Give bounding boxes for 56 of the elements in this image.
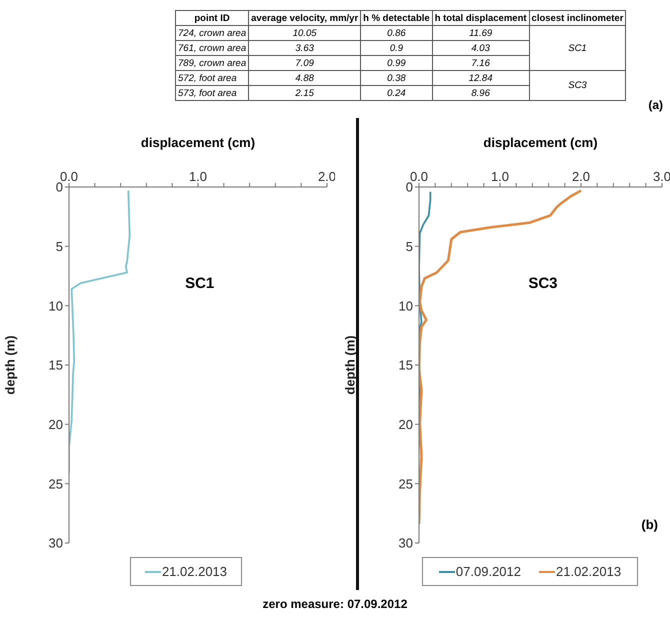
text: average velocity, mm/yr [248, 10, 361, 26]
text: h total displacement [432, 10, 530, 26]
text: 724, crown area [176, 26, 249, 40]
y-tick-label: 20 [398, 416, 413, 432]
text: 572, foot area [176, 70, 249, 86]
x-tick-label: 2.0 [572, 169, 590, 184]
text: 8.96 [432, 86, 530, 100]
text: 761, crown area [176, 40, 249, 56]
text: 0.99 [360, 56, 432, 70]
text: 7.16 [432, 56, 530, 70]
text: SC1 [529, 26, 626, 70]
x-tick-label: 1.0 [490, 169, 510, 184]
y-tick-label: 30 [48, 536, 63, 551]
y-tick-label: 15 [398, 358, 413, 373]
text: zero measure: 07.09.2012 [262, 597, 408, 611]
text: 12.84 [432, 70, 530, 86]
annotation: (b) [641, 517, 658, 532]
y-tick-label: 15 [48, 358, 63, 373]
text: 573, foot area [176, 86, 249, 100]
text: 10.05 [248, 26, 361, 40]
y-tick-label: 25 [398, 476, 413, 492]
x-axis-title: displacement (cm) [482, 135, 599, 150]
text: 789, crown area [176, 56, 249, 70]
y-tick-label: 5 [406, 238, 413, 254]
y-axis-title: depth (m) [2, 335, 18, 395]
y-tick-label: 10 [48, 298, 63, 314]
text: closest inclinometer [529, 10, 626, 26]
line-series [419, 189, 582, 526]
legend-label: 21.02.2013 [160, 564, 228, 579]
text: SC3 [529, 70, 626, 100]
text: point ID [176, 10, 249, 26]
text: 0.9 [360, 40, 432, 56]
text: 4.88 [248, 70, 361, 86]
text: h % detectable [360, 10, 432, 26]
y-tick-label: 5 [56, 238, 63, 254]
text: 0.38 [360, 70, 432, 86]
line-series [69, 190, 131, 474]
text: 7.09 [248, 56, 361, 70]
text: 3.63 [248, 40, 361, 56]
x-tick-label: 1.0 [188, 169, 208, 184]
x-axis-title: displacement (cm) [140, 135, 256, 150]
y-tick-label: 20 [48, 416, 63, 432]
annotation: SC3 [528, 275, 558, 292]
legend-label: 07.09.2012 [454, 564, 521, 579]
text: 4.03 [432, 40, 530, 56]
y-axis-title: depth (m) [342, 335, 358, 395]
text: (a) [648, 98, 663, 112]
annotation: SC1 [185, 275, 214, 292]
text: 11.69 [432, 26, 530, 40]
y-tick-label: 10 [398, 298, 413, 314]
text: 0.24 [360, 86, 432, 100]
y-tick-label: 25 [48, 476, 63, 492]
text: 2.15 [248, 86, 361, 100]
legend-label: 21.02.2013 [555, 564, 622, 579]
text: 0.86 [360, 26, 432, 40]
y-tick-label: 30 [398, 536, 413, 551]
